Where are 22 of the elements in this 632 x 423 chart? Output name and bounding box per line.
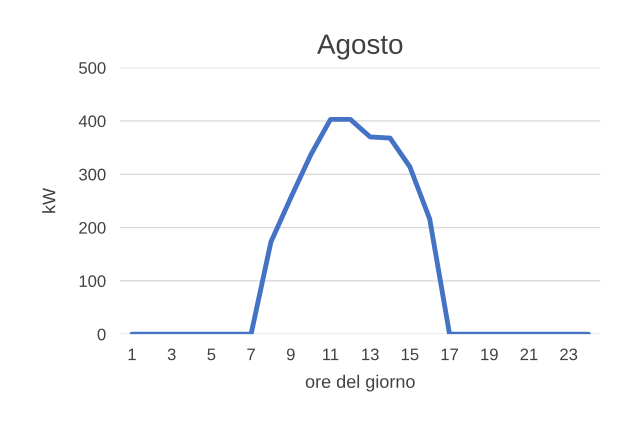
x-tick-label: 7 [247,348,255,360]
x-tick-label: 1 [128,348,136,360]
chart-title: Agosto [317,34,402,60]
x-tick-label: 19 [481,348,498,360]
y-axis-title: kW [42,188,56,213]
x-tick-label: 3 [168,348,176,360]
x-tick-label: 13 [362,348,379,360]
x-tick-label: 5 [207,348,216,360]
line-series [130,116,591,334]
x-tick-label: 15 [402,348,418,360]
x-axis-title: ore del giorno [306,374,415,392]
x-tick-label: 17 [442,348,458,360]
y-tick-label: 300 [79,168,106,180]
y-tick-label: 200 [79,222,106,234]
x-tick-label: 21 [520,348,538,360]
x-tick-label: 23 [560,348,578,360]
x-tick-label: 9 [286,348,295,360]
y-tick-label: 0 [98,328,106,340]
x-tick-label: 11 [323,348,338,360]
y-tick-label: 100 [80,275,106,288]
y-tick-label: 400 [78,115,106,128]
y-tick-label: 500 [79,62,106,74]
